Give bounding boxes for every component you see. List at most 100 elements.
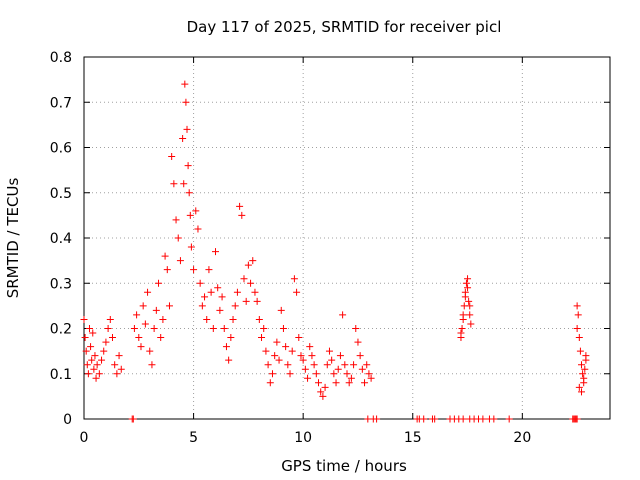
gridlines xyxy=(84,57,610,419)
data-point xyxy=(190,266,198,274)
data-point xyxy=(212,248,219,256)
data-point xyxy=(139,302,147,310)
data-point xyxy=(464,284,472,292)
data-point xyxy=(581,365,589,373)
data-point xyxy=(301,365,309,373)
data-point xyxy=(85,325,93,332)
data-point xyxy=(490,415,498,423)
data-point xyxy=(227,334,235,342)
data-point xyxy=(238,211,246,219)
data-point xyxy=(578,361,586,369)
y-tick-label: 0.1 xyxy=(50,367,72,383)
data-point xyxy=(575,334,583,342)
y-tick-label: 0.5 xyxy=(50,186,72,202)
data-point xyxy=(104,325,112,332)
data-point xyxy=(467,320,475,328)
data-point xyxy=(150,325,158,332)
data-point xyxy=(282,343,290,351)
data-point xyxy=(111,361,119,369)
data-point xyxy=(578,388,586,396)
data-point xyxy=(141,320,149,328)
data-point xyxy=(479,415,487,423)
data-point xyxy=(102,338,110,346)
data-point xyxy=(88,356,96,364)
data-point xyxy=(165,302,173,310)
data-point xyxy=(358,365,366,373)
y-tick-label: 0.3 xyxy=(50,276,72,292)
data-point xyxy=(225,356,233,364)
data-point xyxy=(83,361,91,369)
y-tick-label: 0 xyxy=(63,412,72,428)
data-point xyxy=(108,334,116,342)
data-point xyxy=(222,343,230,351)
y-tick-label: 0.7 xyxy=(50,95,72,111)
data-point xyxy=(363,361,371,369)
data-point xyxy=(336,352,344,360)
data-point xyxy=(155,279,163,287)
data-point xyxy=(106,315,114,323)
data-point xyxy=(288,347,296,355)
data-point xyxy=(464,275,472,283)
data-point xyxy=(179,134,187,142)
data-point xyxy=(192,207,200,215)
data-point xyxy=(92,374,100,382)
data-point xyxy=(465,297,473,305)
data-point xyxy=(262,347,270,355)
data-point xyxy=(275,356,283,364)
data-point xyxy=(184,162,192,170)
data-point xyxy=(319,392,327,400)
data-point xyxy=(205,266,213,274)
data-point xyxy=(133,311,141,319)
data-point xyxy=(251,288,259,296)
data-point xyxy=(82,347,90,355)
data-point xyxy=(459,311,467,319)
data-point xyxy=(253,297,261,305)
data-point xyxy=(367,374,375,382)
data-point xyxy=(157,334,165,342)
data-point xyxy=(172,216,180,224)
data-point xyxy=(203,315,211,323)
data-point xyxy=(258,334,266,342)
data-point xyxy=(247,279,255,287)
data-point xyxy=(279,325,287,332)
data-point xyxy=(185,189,193,197)
data-point xyxy=(181,80,189,88)
data-point xyxy=(573,415,581,423)
data-point xyxy=(505,415,513,423)
x-tick-label: 20 xyxy=(513,430,531,446)
data-point xyxy=(90,365,98,373)
data-point xyxy=(420,415,428,423)
data-point xyxy=(343,370,351,378)
data-point xyxy=(137,343,145,351)
data-point xyxy=(196,279,204,287)
data-point xyxy=(209,325,217,332)
data-point xyxy=(580,374,588,382)
data-point xyxy=(229,315,237,323)
data-point xyxy=(356,352,364,360)
data-point xyxy=(264,361,272,369)
x-tick-label: 15 xyxy=(404,430,422,446)
data-point xyxy=(236,202,244,210)
data-point xyxy=(573,302,581,310)
data-point xyxy=(117,365,125,373)
data-point xyxy=(216,306,224,314)
data-point xyxy=(295,334,303,342)
data-point xyxy=(170,180,178,188)
data-point xyxy=(130,325,138,332)
data-point xyxy=(220,325,228,332)
data-point xyxy=(332,379,340,387)
y-axis-label: SRMTID / TECUs xyxy=(4,178,22,299)
data-point xyxy=(310,361,318,369)
data-point xyxy=(214,284,222,292)
data-point xyxy=(159,315,167,323)
data-point xyxy=(183,125,191,133)
data-point xyxy=(163,266,171,274)
data-point xyxy=(144,288,152,296)
data-point xyxy=(573,325,581,332)
data-point xyxy=(317,388,325,396)
y-tick-label: 0.2 xyxy=(50,322,72,338)
data-point xyxy=(293,288,301,296)
data-point xyxy=(182,98,190,106)
